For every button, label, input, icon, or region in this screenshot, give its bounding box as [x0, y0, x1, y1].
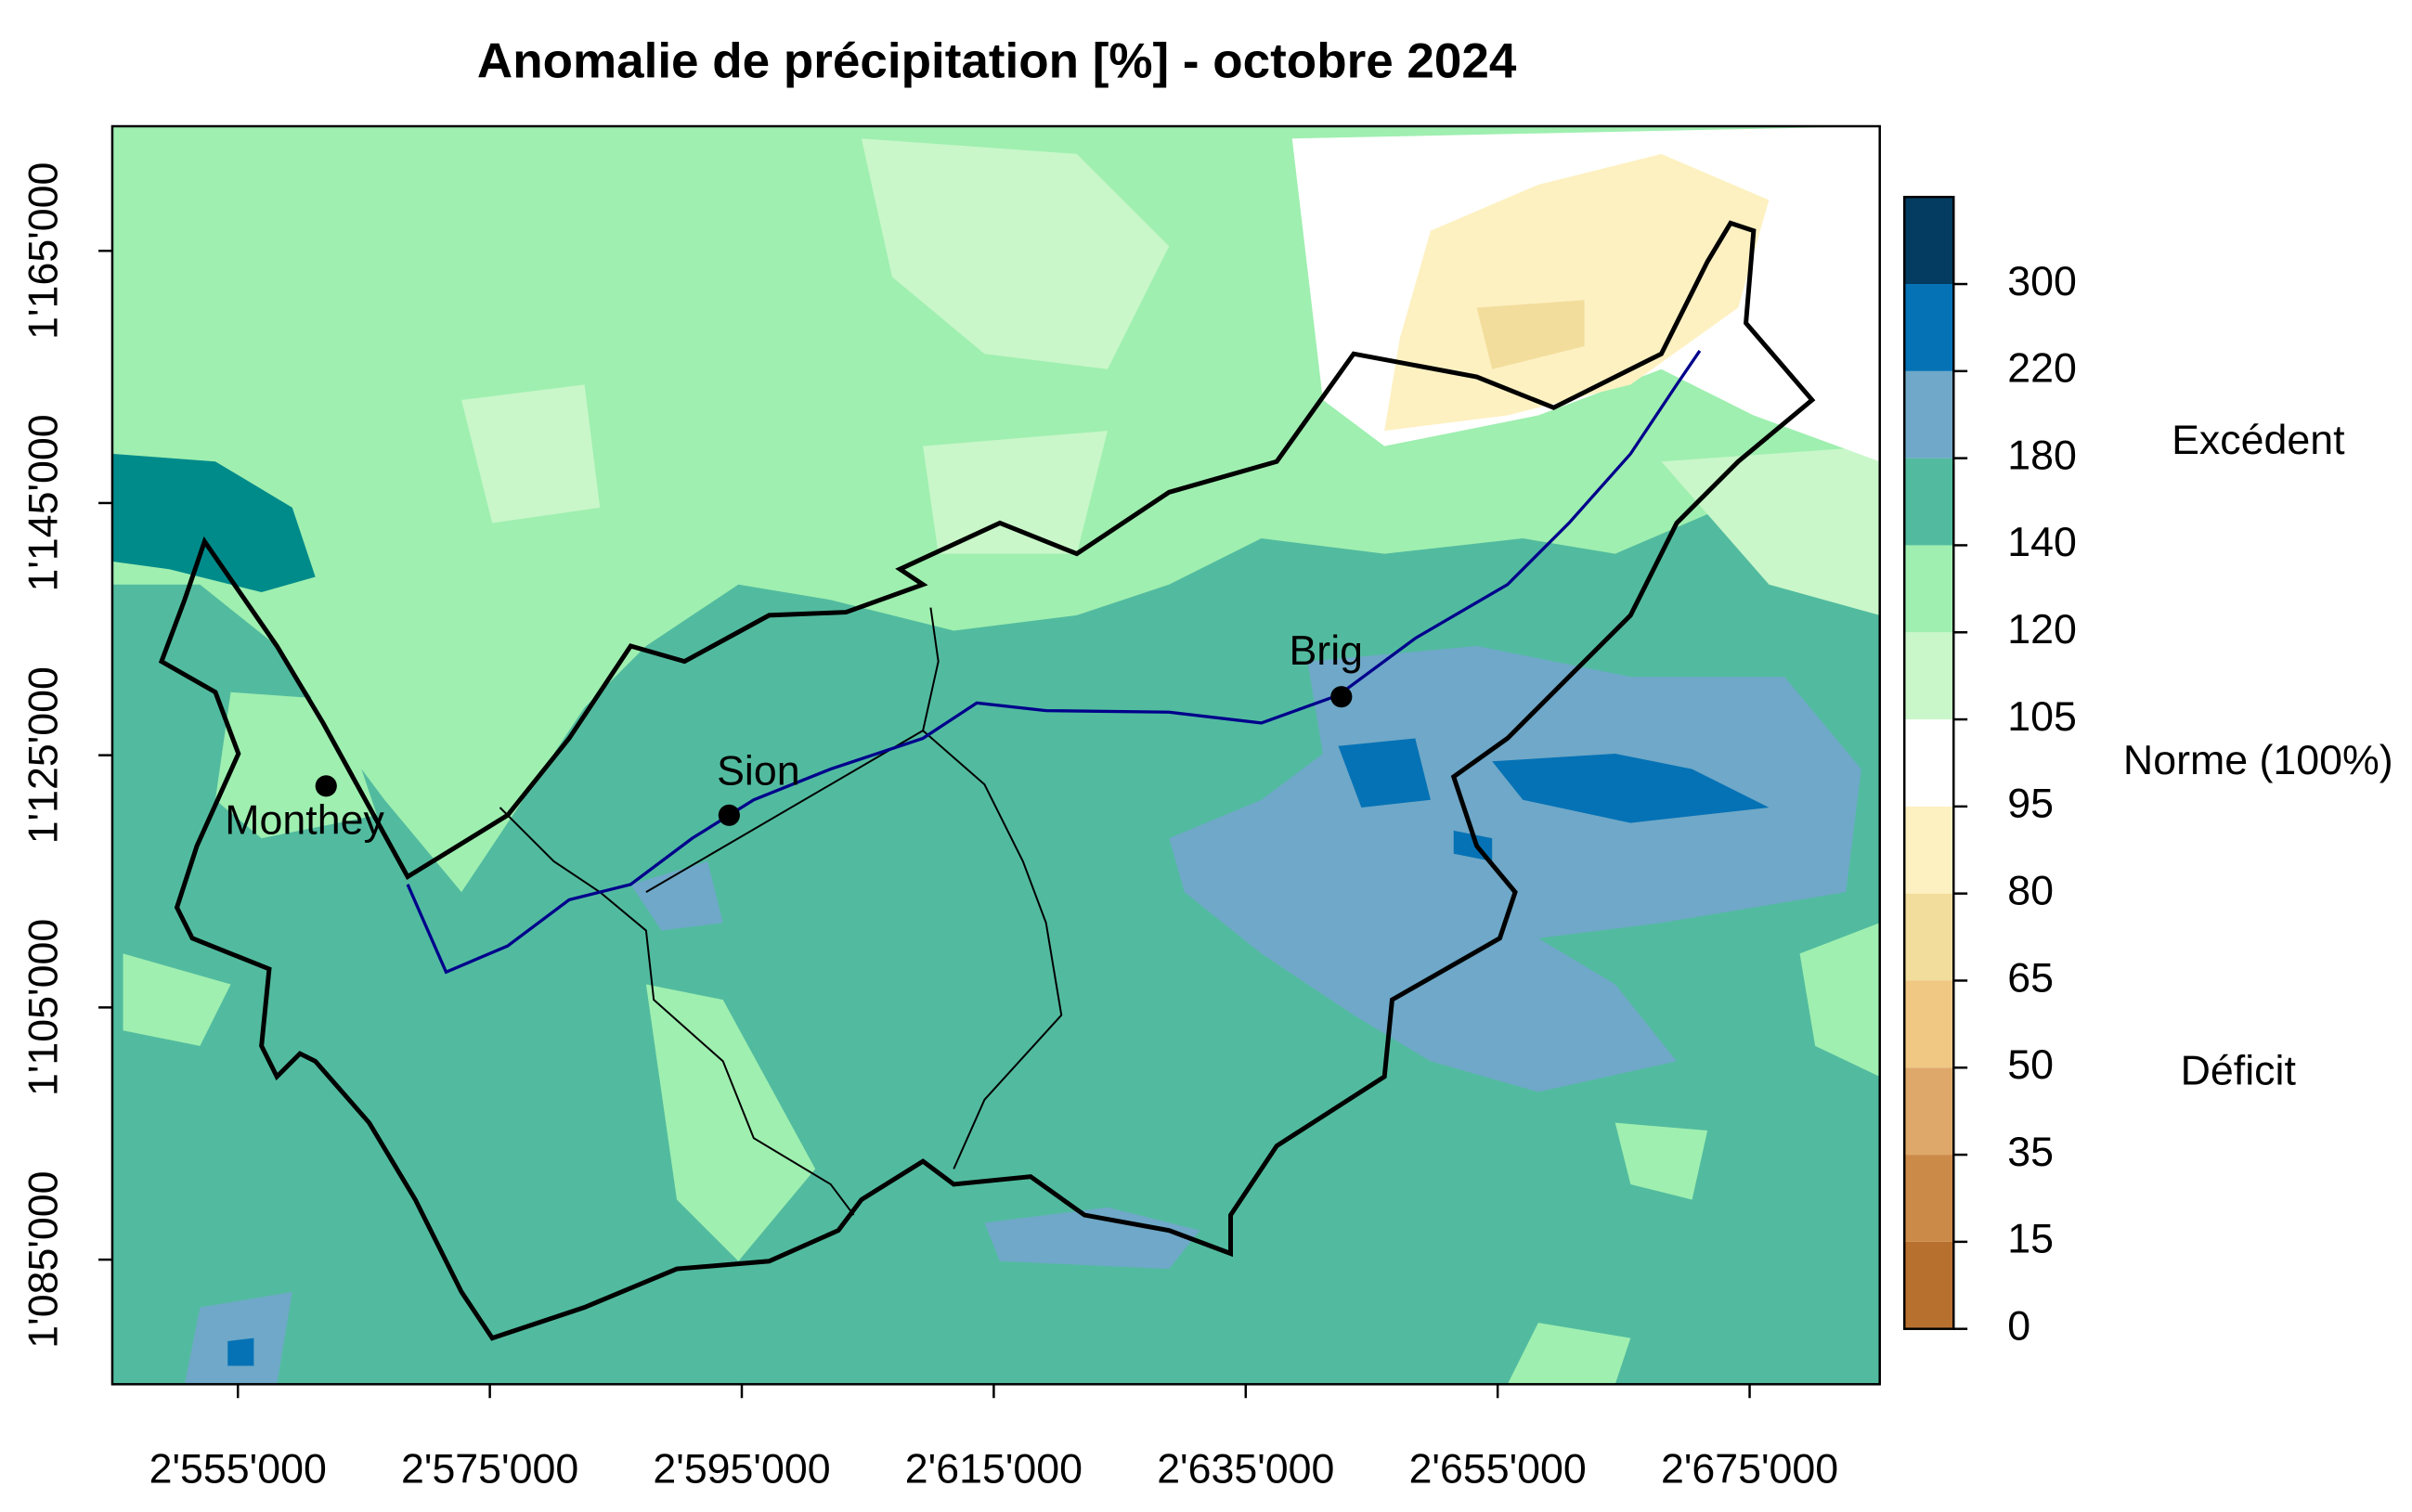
place-label: Brig: [1289, 628, 1363, 674]
x-tick-label: 2'675'000: [1661, 1447, 1838, 1493]
colorbar-band: [1904, 893, 1954, 981]
annotation: Norme (100%): [2123, 738, 2393, 783]
colorbar-tick-label: 50: [2007, 1042, 2054, 1088]
x-tick-label: 2'615'000: [905, 1447, 1083, 1493]
x-tick-label: 2'635'000: [1157, 1447, 1334, 1493]
colorbar-tick-label: 220: [2007, 346, 2077, 392]
annotation: Excédent: [2172, 418, 2345, 463]
boundaries: [158, 220, 1816, 1341]
colorbar-tick-label: 65: [2007, 955, 2054, 1001]
title: Anomalie de précipitation [%] - octobre …: [477, 34, 1517, 89]
colorbar-band: [1904, 980, 1954, 1068]
colorbar-tick-label: 15: [2007, 1217, 2054, 1262]
y-tick-label: 1'085'000: [21, 1171, 67, 1349]
colorbar-band: [1904, 545, 1954, 633]
places: Monthey Sion Brig: [225, 628, 1363, 843]
colorbar-frame: [1902, 195, 1955, 1330]
x-tick-label: 2'555'000: [149, 1447, 327, 1493]
x-tick-label: 2'575'000: [401, 1447, 578, 1493]
colorbar-band: [1904, 1067, 1954, 1156]
y-tick-label: 1'105'000: [21, 919, 67, 1096]
colorbar-band: [1904, 1241, 1954, 1329]
x-tick-label: 2'655'000: [1409, 1447, 1587, 1493]
annotation: Déficit: [2181, 1048, 2297, 1093]
x-tick-label: 2'595'000: [653, 1447, 830, 1493]
anomaly-field: [111, 126, 1880, 1385]
colorbar-tick-label: 0: [2007, 1304, 2030, 1350]
colorbar-band: [1904, 719, 1954, 807]
y-tick-label: 1'165'000: [21, 162, 67, 340]
colorbar-band: [1904, 806, 1954, 894]
colorbar-tick-label: 120: [2007, 607, 2077, 653]
y-tick-label: 1'125'000: [21, 666, 67, 844]
colorbar-tick-label: 80: [2007, 868, 2054, 913]
colorbar-tick-label: 300: [2007, 259, 2077, 304]
colorbar-tick-label: 140: [2007, 520, 2077, 565]
colorbar-tick-label: 105: [2007, 694, 2077, 740]
colorbar-band: [1904, 284, 1954, 371]
colorbar-band: [1904, 197, 1954, 285]
colorbar-band: [1904, 632, 1954, 720]
colorbar-band: [1904, 458, 1954, 546]
colorbar-tick-label: 95: [2007, 782, 2054, 827]
place-label: Monthey: [225, 797, 384, 843]
colorbar-band: [1904, 1155, 1954, 1242]
colorbar-band: [1904, 370, 1954, 459]
colorbar-tick-label: 180: [2007, 433, 2077, 478]
y-tick-label: 1'145'000: [21, 414, 67, 591]
place-label: Sion: [717, 748, 800, 794]
colorbar-tick-label: 35: [2007, 1130, 2054, 1175]
